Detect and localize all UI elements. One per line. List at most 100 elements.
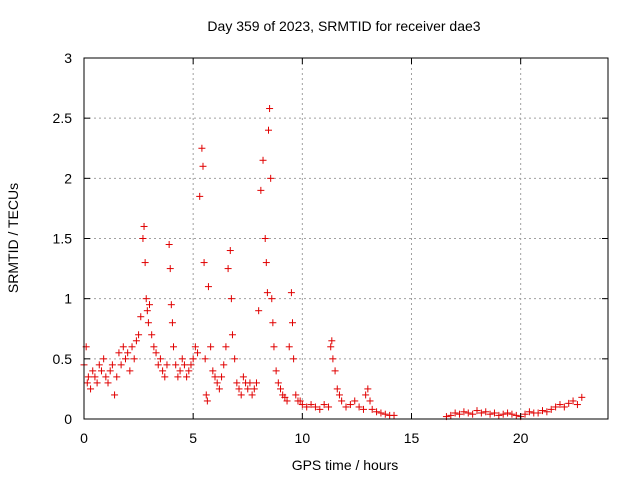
- data-point: [263, 289, 271, 297]
- data-point: [270, 343, 278, 351]
- data-point: [91, 373, 99, 381]
- data-point: [366, 397, 374, 405]
- data-point: [228, 331, 236, 339]
- data-point: [390, 411, 398, 419]
- data-point: [126, 367, 134, 375]
- data-point: [381, 410, 389, 418]
- data-point: [148, 331, 156, 339]
- data-point: [460, 408, 468, 416]
- x-tick-label: 0: [80, 430, 88, 446]
- data-point: [373, 408, 381, 416]
- data-point: [185, 367, 193, 375]
- data-point: [165, 241, 173, 249]
- data-point: [201, 355, 209, 363]
- data-point: [292, 391, 300, 399]
- data-point: [140, 222, 148, 230]
- data-point: [83, 379, 91, 387]
- data-point: [202, 391, 210, 399]
- data-point: [296, 397, 304, 405]
- data-point: [329, 355, 337, 363]
- data-point: [244, 385, 252, 393]
- data-point: [268, 295, 276, 303]
- data-point: [335, 391, 343, 399]
- data-point: [552, 403, 560, 411]
- data-point: [250, 385, 258, 393]
- data-point: [262, 259, 270, 267]
- data-point: [196, 192, 204, 200]
- data-point: [100, 355, 108, 363]
- data-point: [521, 410, 529, 418]
- y-tick-label: 1: [64, 291, 72, 307]
- data-point: [167, 301, 175, 309]
- data-point: [285, 343, 293, 351]
- data-point: [207, 343, 215, 351]
- data-point: [331, 367, 339, 375]
- data-point: [163, 361, 171, 369]
- data-point: [93, 379, 101, 387]
- data-point: [203, 397, 211, 405]
- data-point: [226, 247, 234, 255]
- grid-layer: [84, 58, 608, 419]
- data-point: [482, 408, 490, 416]
- data-point: [235, 385, 243, 393]
- data-point: [451, 409, 459, 417]
- data-point: [565, 399, 573, 407]
- data-point: [560, 403, 568, 411]
- data-point: [176, 367, 184, 375]
- data-point: [159, 367, 167, 375]
- data-point: [161, 373, 169, 381]
- data-point: [218, 373, 226, 381]
- data-point: [222, 343, 230, 351]
- data-point: [499, 410, 507, 418]
- data-point: [121, 355, 129, 363]
- data-point: [106, 367, 114, 375]
- data-point: [198, 144, 206, 152]
- data-point: [333, 385, 341, 393]
- data-point: [287, 289, 295, 297]
- data-point: [539, 407, 546, 415]
- data-point: [508, 410, 516, 418]
- data-point: [143, 307, 151, 315]
- data-point: [170, 343, 178, 351]
- data-point: [490, 409, 498, 417]
- x-tick-label: 5: [189, 430, 197, 446]
- data-point: [327, 343, 335, 351]
- data-point: [132, 337, 140, 345]
- data-point: [183, 373, 191, 381]
- data-point: [141, 259, 149, 267]
- data-point: [303, 403, 311, 411]
- x-axis-title: GPS time / hours: [292, 457, 399, 473]
- data-point: [135, 331, 143, 339]
- axis-ticks: 0 0.5 1 1.5 2 2.5 3 0 5 10 15 20: [53, 50, 608, 446]
- x-tick-label: 10: [295, 430, 311, 446]
- data-point: [200, 259, 208, 267]
- data-point: [166, 265, 174, 273]
- data-point: [108, 361, 116, 369]
- data-point: [187, 361, 195, 369]
- y-axis-title: SRMTID / TECUs: [5, 183, 21, 293]
- data-point: [178, 355, 186, 363]
- data-point: [556, 401, 564, 409]
- data-point: [281, 393, 289, 401]
- data-point: [456, 410, 464, 418]
- data-point: [266, 105, 274, 113]
- data-point: [269, 319, 277, 327]
- data-point: [261, 235, 269, 242]
- data-point: [473, 407, 481, 415]
- data-point: [124, 349, 132, 357]
- data-point: [283, 397, 291, 405]
- y-tick-label: 2: [64, 170, 72, 186]
- data-point: [298, 401, 306, 409]
- data-point: [84, 373, 92, 381]
- data-point: [543, 408, 551, 416]
- data-point: [267, 174, 275, 182]
- data-point: [573, 401, 581, 409]
- y-tick-label: 2.5: [53, 110, 73, 126]
- data-point: [119, 343, 127, 351]
- data-point: [272, 367, 280, 375]
- data-point: [152, 349, 160, 357]
- data-point: [320, 401, 328, 409]
- x-tick-label: 20: [513, 430, 529, 446]
- data-point: [130, 355, 138, 363]
